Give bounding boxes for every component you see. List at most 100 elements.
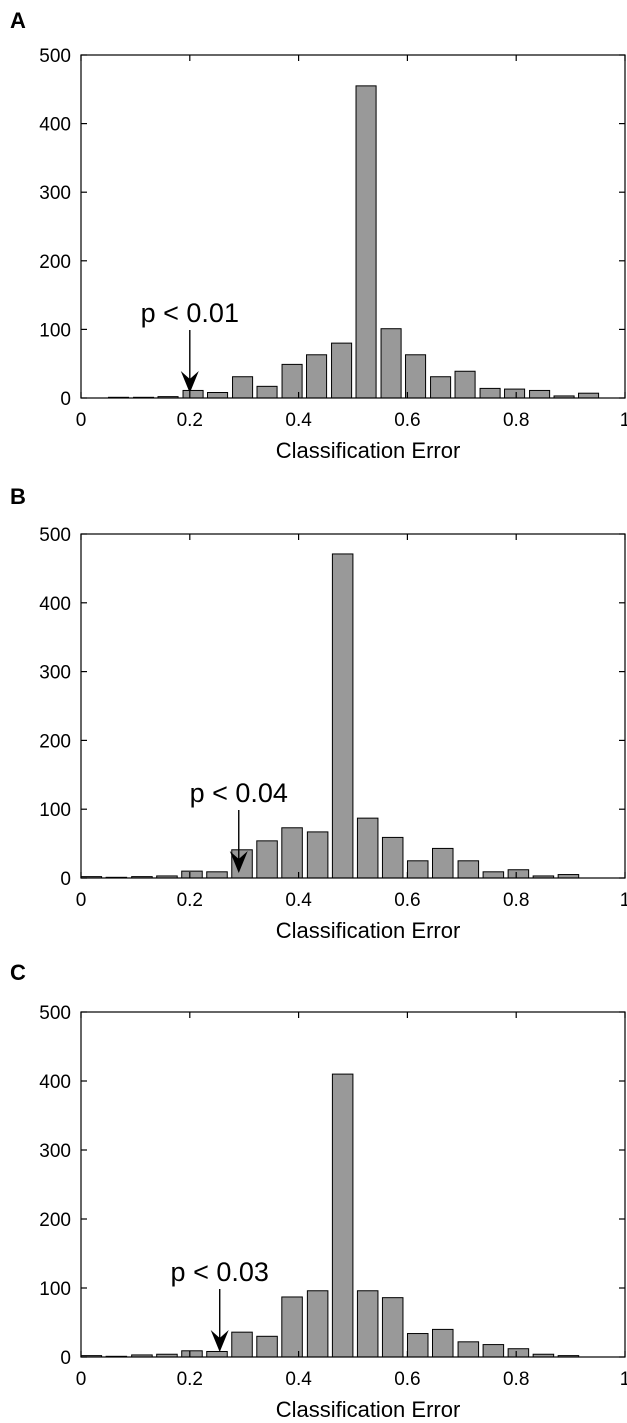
histogram-bar bbox=[331, 342, 353, 399]
histogram-bar bbox=[181, 1350, 203, 1358]
histogram-bar bbox=[454, 370, 476, 399]
y-tick-label: 200 bbox=[39, 1210, 71, 1231]
histogram-bar bbox=[507, 1348, 530, 1358]
histogram-chart-c: 0 100 200 300 400 500 0 0.2 0.4 0.6 0.8 1 Classifica… bbox=[39, 1003, 627, 1422]
histogram-bar bbox=[356, 817, 379, 879]
panel-c: C 0 100 200 300 400 500 0 0.2 0.4 0.6 0.8 1 Classifi… bbox=[0, 952, 627, 1423]
x-tick-label: 0.4 bbox=[285, 410, 312, 431]
panel-label: B bbox=[10, 484, 26, 509]
histogram-bar bbox=[306, 831, 329, 879]
histogram-bar bbox=[381, 836, 404, 879]
histogram-bar bbox=[256, 385, 278, 399]
histogram-bar bbox=[482, 871, 505, 879]
histogram-bar bbox=[578, 392, 600, 399]
plot-frame bbox=[80, 1011, 626, 1358]
histogram-bar bbox=[457, 860, 480, 879]
annotation-arrow-head bbox=[180, 371, 199, 393]
histogram-bar bbox=[406, 1333, 429, 1358]
histogram-bar bbox=[430, 376, 452, 399]
histogram-bar bbox=[207, 392, 229, 399]
histogram-bar bbox=[381, 1297, 404, 1358]
annotation-arrow-head bbox=[229, 851, 248, 873]
histogram-bar bbox=[331, 553, 354, 879]
histogram-bar bbox=[405, 354, 427, 399]
histogram-bar bbox=[479, 387, 501, 399]
x-tick-label: 0.8 bbox=[503, 410, 529, 431]
histogram-bar bbox=[181, 870, 203, 879]
panel-a: A 0 100 200 300 400 500 0 0.2 0.4 0.6 0.8 1 Classifi… bbox=[0, 0, 627, 476]
y-tick-label: 100 bbox=[39, 1279, 71, 1300]
histogram-bar bbox=[380, 328, 402, 399]
x-tick-label: 0.4 bbox=[285, 890, 312, 911]
annotation-label: p < 0.01 bbox=[141, 298, 239, 328]
histogram-bar bbox=[182, 389, 204, 399]
x-tick-label: 0.6 bbox=[394, 1369, 420, 1390]
histogram-bar bbox=[232, 376, 254, 399]
histogram-bar bbox=[231, 1331, 253, 1358]
y-tick-label: 0 bbox=[60, 1348, 71, 1369]
histogram-chart-b: 0 100 200 300 400 500 0 0.2 0.4 0.6 0.8 1 Classifica… bbox=[39, 525, 627, 943]
x-tick-label: 0.8 bbox=[503, 890, 529, 911]
panel-label: C bbox=[10, 960, 26, 985]
histogram-bar bbox=[281, 827, 303, 879]
x-tick-label: 1 bbox=[620, 410, 627, 431]
y-tick-label: 300 bbox=[39, 1141, 71, 1162]
y-tick-label: 100 bbox=[39, 320, 71, 341]
histogram-bar bbox=[482, 1344, 505, 1358]
histogram-bar bbox=[281, 1296, 303, 1358]
histogram-bar bbox=[355, 85, 377, 399]
y-tick-label: 300 bbox=[39, 183, 71, 204]
histogram-bar bbox=[432, 847, 454, 879]
histogram-bar bbox=[356, 1290, 379, 1358]
x-tick-label: 0.8 bbox=[503, 1369, 529, 1390]
plot-frame bbox=[80, 533, 626, 879]
histogram-bar bbox=[406, 860, 429, 879]
x-tick-label: 0.6 bbox=[394, 410, 420, 431]
x-tick-label: 1 bbox=[620, 890, 627, 911]
y-tick-label: 200 bbox=[39, 252, 71, 273]
histogram-bar bbox=[529, 389, 551, 399]
x-tick-label: 0 bbox=[76, 410, 87, 431]
y-tick-label: 400 bbox=[39, 1072, 71, 1093]
y-tick-label: 400 bbox=[39, 594, 71, 615]
x-tick-label: 0 bbox=[76, 890, 87, 911]
x-tick-label: 1 bbox=[620, 1369, 627, 1390]
histogram-bar bbox=[504, 388, 526, 399]
annotation-arrow-head bbox=[210, 1330, 229, 1352]
y-tick-label: 300 bbox=[39, 663, 71, 684]
y-tick-label: 0 bbox=[60, 389, 71, 410]
x-tick-label: 0.2 bbox=[177, 410, 203, 431]
y-tick-label: 200 bbox=[39, 731, 71, 752]
x-axis-label: Classification Error bbox=[276, 1397, 461, 1422]
histogram-bar bbox=[206, 871, 228, 879]
x-tick-label: 0.2 bbox=[177, 1369, 203, 1390]
y-tick-label: 500 bbox=[39, 46, 71, 67]
histogram-bar bbox=[306, 1290, 329, 1358]
plot-frame bbox=[80, 54, 626, 399]
x-tick-label: 0.4 bbox=[285, 1369, 312, 1390]
annotation-label: p < 0.04 bbox=[190, 778, 288, 808]
histogram-bar bbox=[306, 354, 328, 399]
x-axis-label: Classification Error bbox=[276, 438, 461, 463]
y-tick-label: 500 bbox=[39, 1003, 71, 1024]
histogram-bar bbox=[507, 869, 530, 879]
histogram-bar bbox=[206, 1350, 228, 1358]
panel-label: A bbox=[10, 8, 26, 33]
histogram-chart-a: 0 100 200 300 400 500 0 0.2 0.4 0.6 0.8 1 Classifica… bbox=[39, 46, 627, 463]
histogram-bar bbox=[256, 1335, 278, 1358]
x-axis-label: Classification Error bbox=[276, 918, 461, 943]
x-tick-label: 0 bbox=[76, 1369, 87, 1390]
histogram-bar bbox=[432, 1328, 454, 1358]
y-tick-label: 500 bbox=[39, 525, 71, 546]
x-tick-label: 0.2 bbox=[177, 890, 203, 911]
y-tick-label: 100 bbox=[39, 800, 71, 821]
y-tick-label: 400 bbox=[39, 115, 71, 136]
histogram-bar bbox=[457, 1341, 480, 1358]
panel-b: B 0 100 200 300 400 500 0 0.2 0.4 0.6 0.8 1 Classifi… bbox=[0, 476, 627, 952]
histogram-bar bbox=[331, 1073, 354, 1358]
annotation-label: p < 0.03 bbox=[171, 1257, 269, 1287]
x-tick-label: 0.6 bbox=[394, 890, 420, 911]
histogram-bar bbox=[256, 840, 278, 879]
y-tick-label: 0 bbox=[60, 869, 71, 890]
